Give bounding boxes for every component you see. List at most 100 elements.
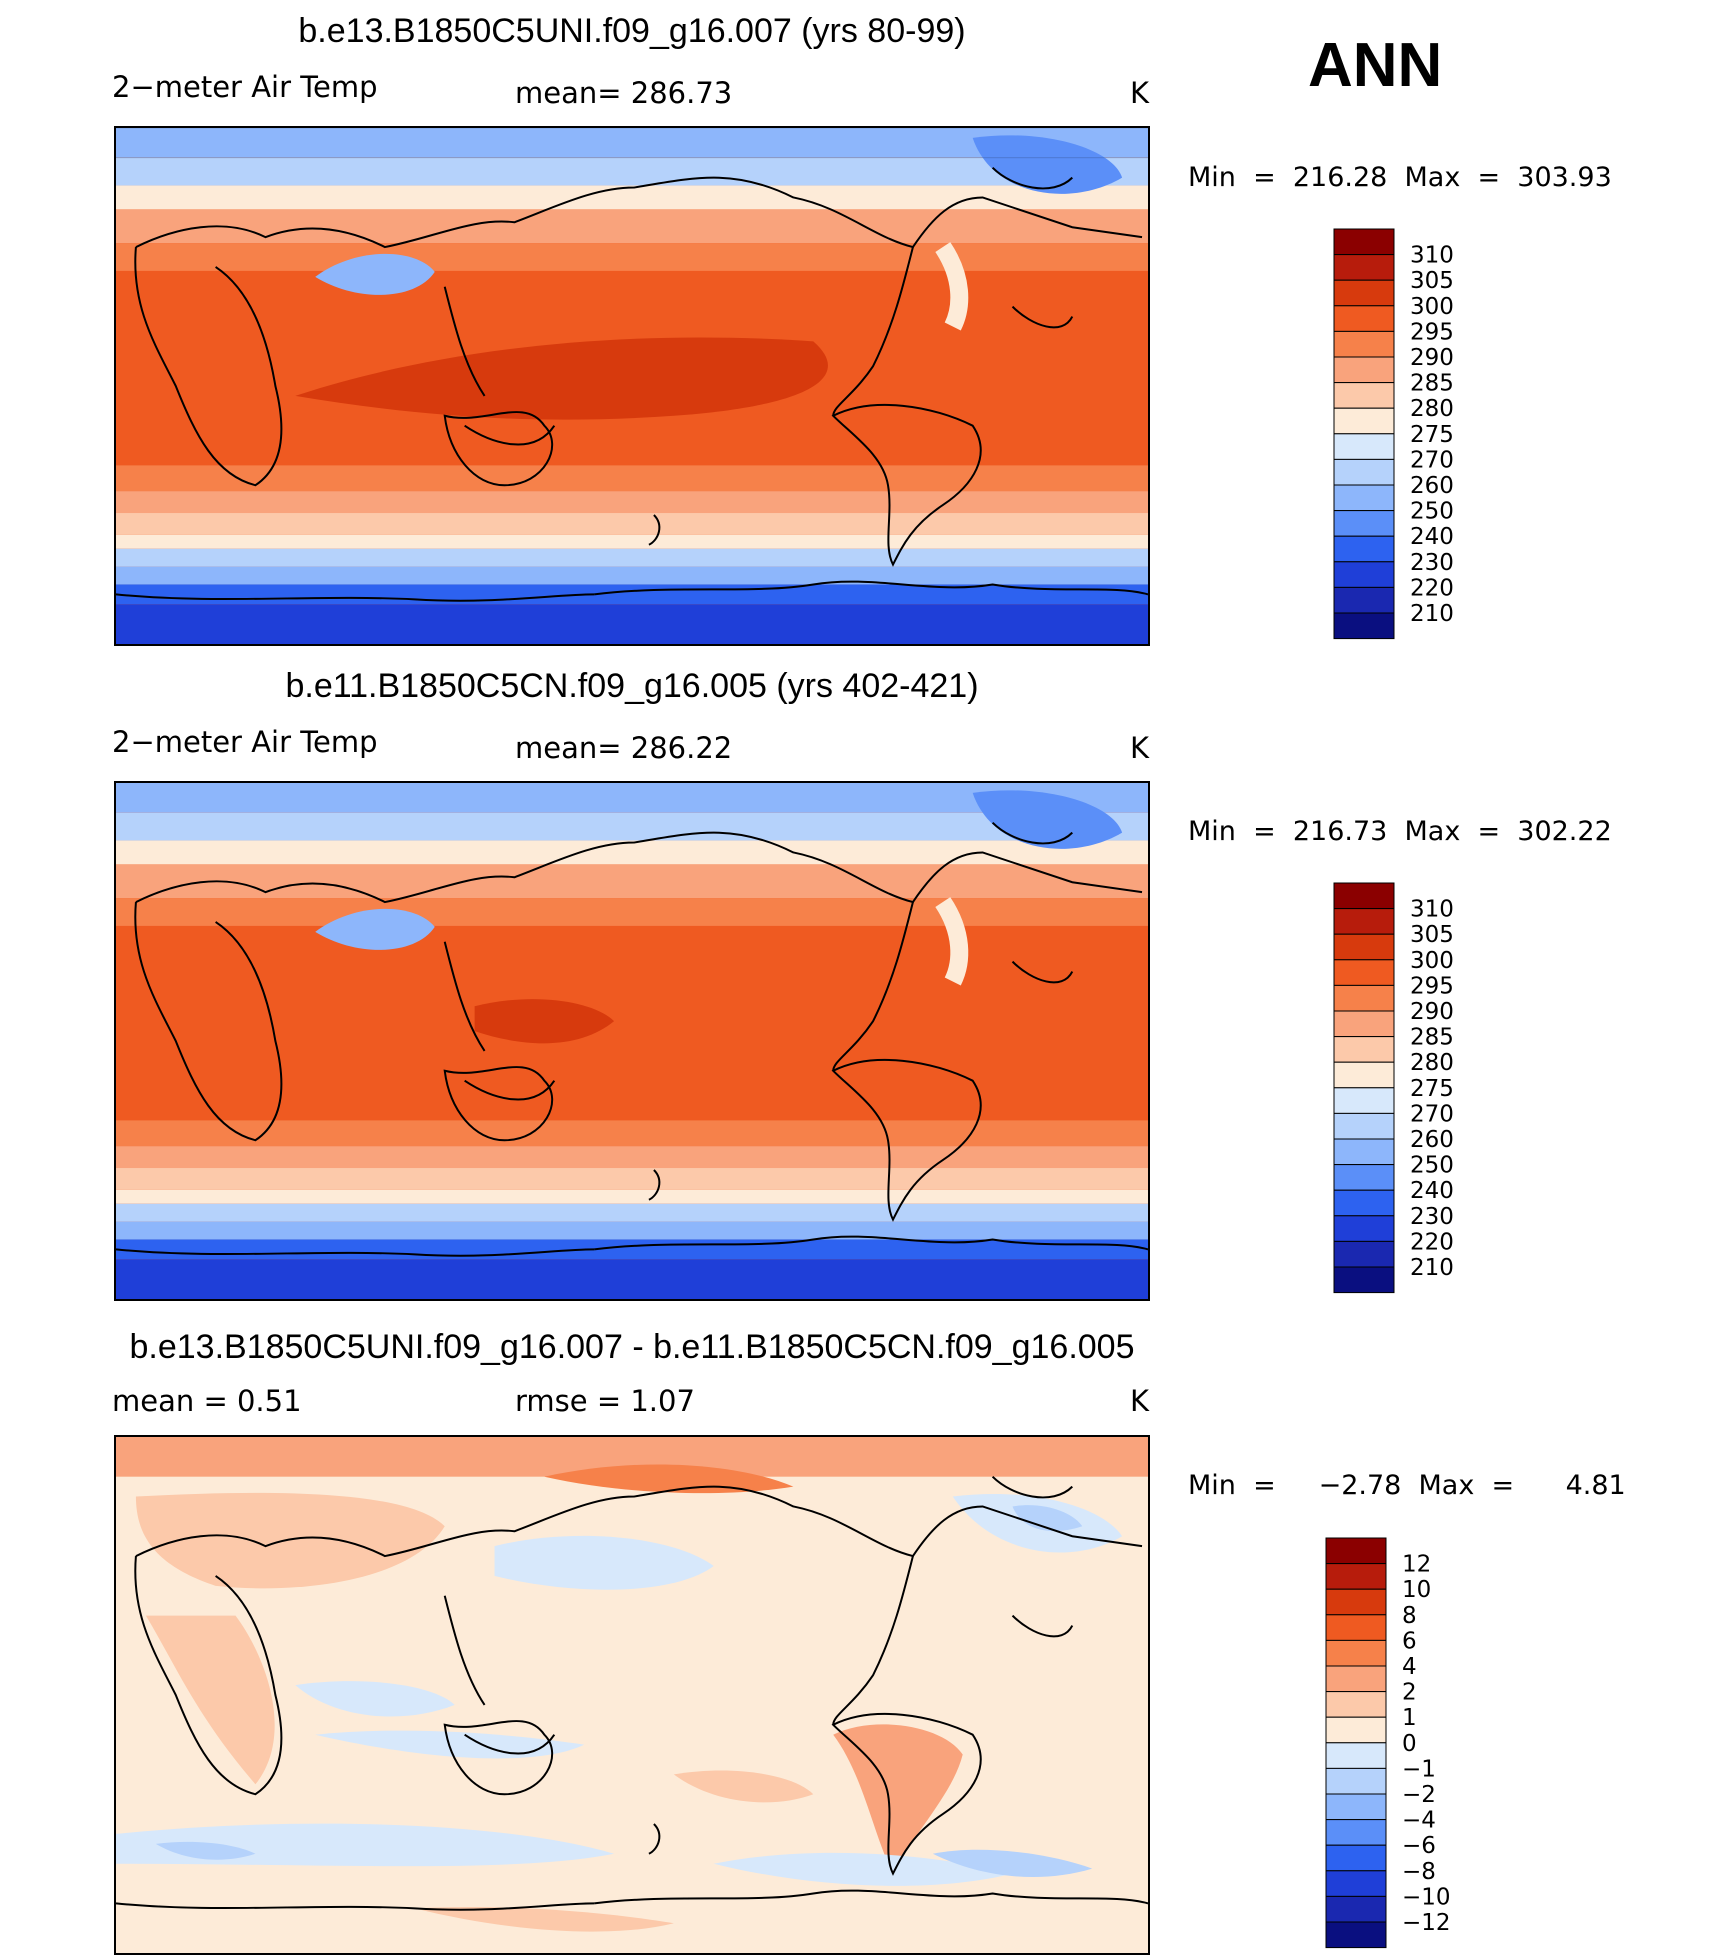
colorbar-swatch [1333, 1036, 1395, 1063]
colorbar-tick-label: 290 [1410, 999, 1454, 1025]
colorbar-swatch [1333, 1240, 1395, 1268]
colorbar-tick-label: 275 [1410, 422, 1454, 448]
colorbar-tick-label: −6 [1402, 1833, 1436, 1859]
colorbar-tick-label: 2 [1402, 1680, 1417, 1706]
colorbar-swatch [1333, 933, 1395, 961]
panel-2-mean-label: mean= 286.22 [515, 731, 733, 765]
colorbar-tick-label: 270 [1410, 1101, 1454, 1127]
colorbar-tick-label: 220 [1410, 1229, 1454, 1255]
colorbar-swatch [1333, 356, 1395, 384]
colorbar-swatch [1333, 984, 1395, 1012]
colorbar-tick-label: 280 [1410, 1050, 1454, 1076]
season-label: ANN [1308, 31, 1443, 100]
colorbar-tick-label: 260 [1410, 1127, 1454, 1153]
colorbar-tick-label: 210 [1410, 1255, 1454, 1281]
colorbar-tick-label: 210 [1410, 601, 1454, 627]
colorbar-tick-label: 280 [1410, 396, 1454, 422]
colorbar-swatch [1333, 1061, 1395, 1089]
colorbar-swatch [1333, 1010, 1395, 1038]
colorbar-swatch [1325, 1614, 1387, 1641]
colorbar-swatch [1333, 433, 1395, 460]
colorbar-tick-label: 275 [1410, 1076, 1454, 1102]
colorbar-tick-label: 290 [1410, 345, 1454, 371]
panel-3-minmax: Min = −2.78 Max = 4.81 [1188, 1470, 1626, 1501]
colorbar-tick-label: 12 [1402, 1552, 1431, 1578]
colorbar-swatch [1333, 612, 1395, 640]
panel-3-title: b.e13.B1850C5UNI.f09_g16.007 - b.e11.B18… [129, 1328, 1135, 1366]
panel-1-map [114, 126, 1150, 646]
colorbar-tick-label: −8 [1402, 1859, 1436, 1885]
colorbar-swatch [1333, 1112, 1395, 1140]
colorbar-tick-label: 270 [1410, 447, 1454, 473]
panel-1-mean-label: mean= 286.73 [515, 76, 733, 110]
panel-1-colorbar: 310 305 300 295 290 285 280 275 270 260 250 240 230 2… [1333, 228, 1494, 644]
colorbar-swatch [1325, 1793, 1387, 1821]
panel-2-variable-label: 2−meter Air Temp [112, 725, 378, 759]
panel-2-minmax: Min = 216.73 Max = 302.22 [1188, 816, 1612, 847]
panel-3-mean-label: mean = 0.51 [112, 1384, 302, 1418]
colorbar-swatch [1333, 908, 1395, 935]
colorbar-swatch [1325, 1870, 1387, 1897]
colorbar-swatch [1333, 1266, 1395, 1294]
colorbar-swatch [1325, 1588, 1387, 1616]
colorbar-tick-label: 220 [1410, 575, 1454, 601]
colorbar-swatch [1333, 254, 1395, 281]
colorbar-swatch [1325, 1537, 1387, 1565]
colorbar-tick-label: 240 [1410, 1178, 1454, 1204]
colorbar-swatch [1333, 305, 1395, 332]
colorbar-tick-label: 305 [1410, 922, 1454, 948]
colorbar-swatch [1333, 882, 1395, 910]
colorbar-tick-label: 260 [1410, 473, 1454, 499]
colorbar-swatch [1325, 1767, 1387, 1795]
colorbar-tick-label: 310 [1410, 897, 1454, 923]
colorbar-tick-label: 300 [1410, 294, 1454, 320]
colorbar-tick-label: 6 [1402, 1628, 1417, 1654]
colorbar-tick-label: 295 [1410, 319, 1454, 345]
colorbar-tick-label: 240 [1410, 524, 1454, 550]
colorbar-swatch [1333, 228, 1395, 256]
colorbar-swatch [1325, 1895, 1387, 1923]
colorbar-swatch [1333, 484, 1395, 512]
colorbar-swatch [1325, 1844, 1387, 1872]
colorbar-swatch [1325, 1742, 1387, 1769]
colorbar-tick-label: 8 [1402, 1603, 1417, 1629]
colorbar-swatch [1325, 1691, 1387, 1718]
colorbar-tick-label: −10 [1402, 1884, 1451, 1910]
panel-3-units: K [1130, 1384, 1150, 1418]
colorbar-swatch [1325, 1716, 1387, 1744]
colorbar-swatch [1333, 382, 1395, 409]
colorbar-tick-label: −1 [1402, 1756, 1436, 1782]
colorbar-swatch [1333, 1164, 1395, 1191]
panel-2-title: b.e11.B1850C5CN.f09_g16.005 (yrs 402-421… [285, 667, 979, 705]
colorbar-swatch [1333, 279, 1395, 307]
colorbar-tick-label: 230 [1410, 550, 1454, 576]
colorbar-tick-label: 310 [1410, 243, 1454, 269]
colorbar-swatch [1333, 535, 1395, 563]
panel-3-rmse-label: rmse = 1.07 [515, 1384, 695, 1418]
panel-2-colorbar: 310 305 300 295 290 285 280 275 270 260 250 240 230 2… [1333, 882, 1494, 1298]
panel-1-variable-label: 2−meter Air Temp [112, 70, 378, 104]
panel-1-minmax: Min = 216.28 Max = 303.93 [1188, 162, 1612, 193]
colorbar-swatch [1333, 1189, 1395, 1217]
colorbar-tick-label: 10 [1402, 1577, 1431, 1603]
colorbar-swatch [1333, 959, 1395, 986]
colorbar-swatch [1325, 1665, 1387, 1693]
colorbar-swatch [1325, 1921, 1387, 1949]
colorbar-tick-label: 4 [1402, 1654, 1417, 1680]
colorbar-tick-label: 250 [1410, 499, 1454, 525]
colorbar-swatch [1333, 330, 1395, 358]
colorbar-swatch [1325, 1639, 1387, 1667]
panel-1-title: b.e13.B1850C5UNI.f09_g16.007 (yrs 80-99) [298, 12, 966, 50]
panel-1-units: K [1130, 76, 1150, 110]
colorbar-tick-label: 0 [1402, 1731, 1417, 1757]
colorbar-tick-label: 295 [1410, 973, 1454, 999]
panel-3-colorbar: 12 10 8 6 4 2 1 0 −1 −2 −4 −6 −8 −10 −12 [1325, 1537, 1486, 1953]
colorbar-swatch [1333, 586, 1395, 614]
colorbar-swatch [1333, 510, 1395, 537]
colorbar-swatch [1333, 561, 1395, 588]
colorbar-tick-label: 285 [1410, 371, 1454, 397]
colorbar-tick-label: −12 [1402, 1910, 1451, 1936]
colorbar-swatch [1325, 1819, 1387, 1846]
colorbar-tick-label: −4 [1402, 1808, 1436, 1834]
colorbar-tick-label: 305 [1410, 268, 1454, 294]
